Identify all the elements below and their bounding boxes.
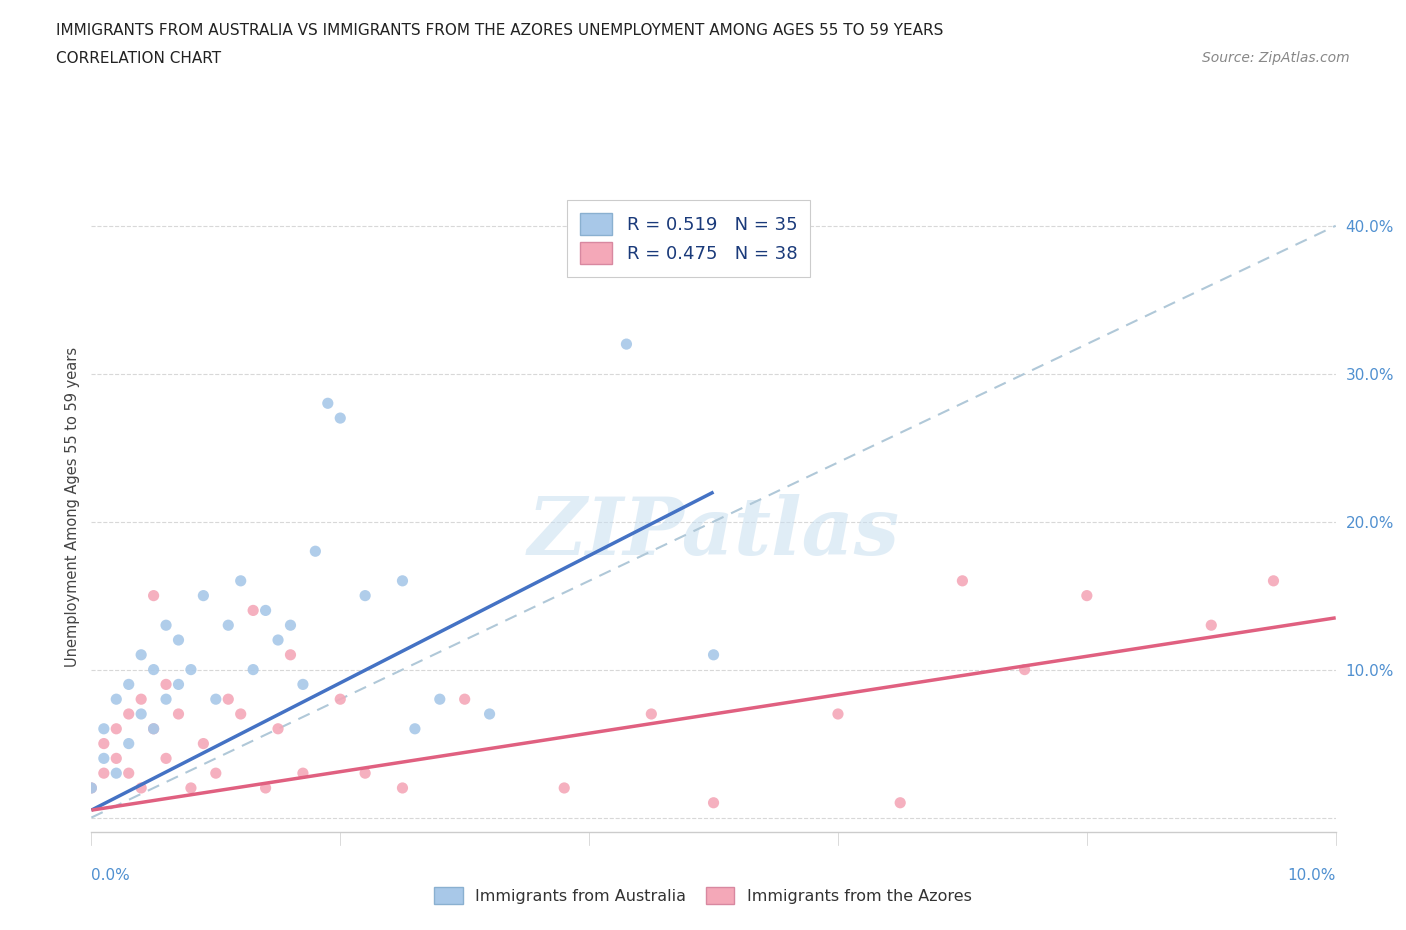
Point [329,411,352,426]
Text: CORRELATION CHART: CORRELATION CHART [56,51,221,66]
Point [229,574,252,589]
Point [702,795,725,810]
Point [80,780,103,795]
Point [478,707,501,722]
Point [142,662,165,677]
Point [93,751,115,765]
Point [205,692,228,707]
Point [950,574,973,589]
Point [93,722,115,737]
Text: 0.0%: 0.0% [91,869,131,883]
Y-axis label: Unemployment Among Ages 55 to 59 years: Unemployment Among Ages 55 to 59 years [65,347,80,667]
Point [553,780,575,795]
Point [354,765,377,780]
Point [702,647,725,662]
Point [354,588,377,603]
Point [118,765,141,780]
Point [80,780,103,795]
Point [889,795,911,810]
Point [155,692,177,707]
Point [142,722,165,737]
Point [142,588,165,603]
Point [118,677,141,692]
Text: ZIPatlas: ZIPatlas [527,494,900,572]
Legend: Immigrants from Australia, Immigrants from the Azores: Immigrants from Australia, Immigrants fr… [427,881,979,910]
Point [129,707,152,722]
Point [229,707,252,722]
Point [267,722,290,737]
Point [129,692,152,707]
Point [404,722,426,737]
Point [93,765,115,780]
Point [129,647,152,662]
Point [180,662,202,677]
Point [267,632,290,647]
Point [105,765,128,780]
Point [118,707,141,722]
Point [155,677,177,692]
Point [316,396,339,411]
Point [391,780,413,795]
Point [193,588,215,603]
Point [280,647,302,662]
Point [155,751,177,765]
Point [329,692,352,707]
Point [167,707,190,722]
Point [205,765,228,780]
Point [118,737,141,751]
Point [105,692,128,707]
Point [167,632,190,647]
Point [291,677,314,692]
Point [242,603,264,618]
Point [180,780,202,795]
Point [304,544,326,559]
Point [93,737,115,751]
Point [105,751,128,765]
Text: IMMIGRANTS FROM AUSTRALIA VS IMMIGRANTS FROM THE AZORES UNEMPLOYMENT AMONG AGES : IMMIGRANTS FROM AUSTRALIA VS IMMIGRANTS … [56,23,943,38]
Point [1076,588,1098,603]
Legend: R = 0.519   N = 35, R = 0.475   N = 38: R = 0.519 N = 35, R = 0.475 N = 38 [567,200,810,277]
Point [105,722,128,737]
Point [291,765,314,780]
Point [280,618,302,632]
Point [827,707,849,722]
Point [429,692,451,707]
Point [217,692,239,707]
Point [616,337,638,352]
Point [254,780,277,795]
Point [142,722,165,737]
Point [155,618,177,632]
Point [193,737,215,751]
Point [254,603,277,618]
Text: 10.0%: 10.0% [1288,869,1336,883]
Point [453,692,475,707]
Point [640,707,662,722]
Point [1263,574,1285,589]
Point [217,618,239,632]
Point [1014,662,1036,677]
Point [129,780,152,795]
Point [391,574,413,589]
Point [242,662,264,677]
Point [167,677,190,692]
Point [1201,618,1223,632]
Text: Source: ZipAtlas.com: Source: ZipAtlas.com [1202,51,1350,65]
